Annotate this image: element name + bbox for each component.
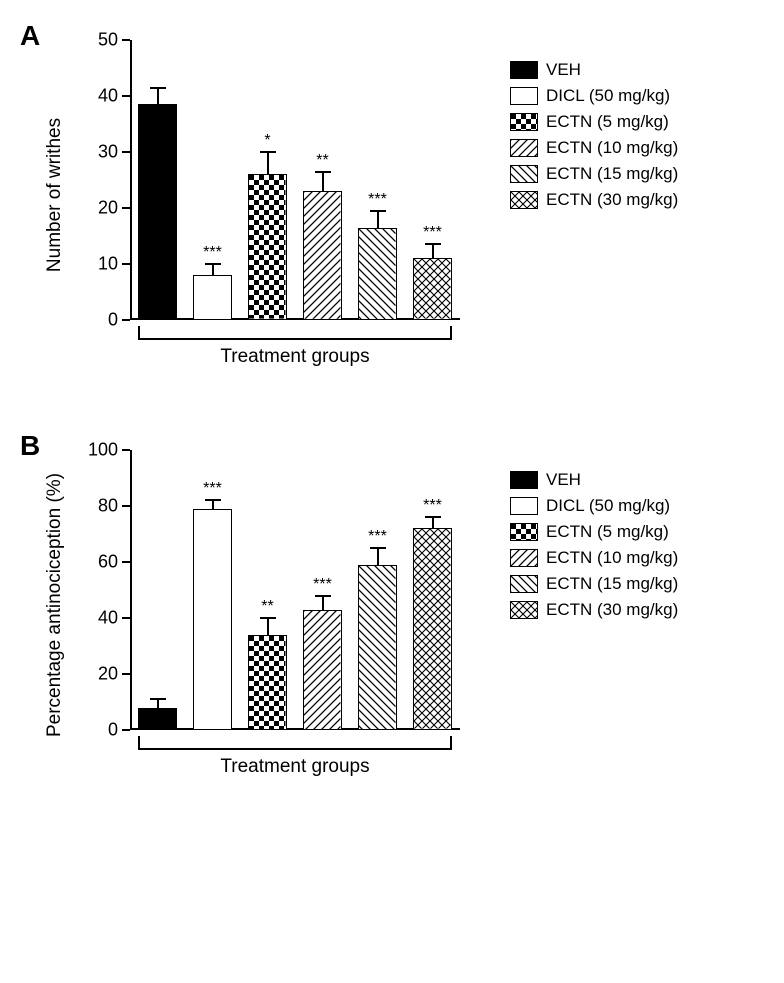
panel-a: A 01020304050************Treatment group…	[20, 20, 764, 370]
legend-item: VEH	[510, 470, 678, 490]
panel-b-label: B	[20, 430, 40, 462]
legend-label: ECTN (15 mg/kg)	[546, 574, 678, 594]
significance-marker: ***	[203, 244, 222, 262]
panel-b: B 020406080100**************Treatment gr…	[20, 430, 764, 780]
legend-item: DICL (50 mg/kg)	[510, 496, 678, 516]
bar	[138, 104, 177, 320]
bar	[358, 565, 397, 730]
legend-label: VEH	[546, 60, 581, 80]
legend-swatch	[510, 523, 538, 541]
legend-swatch	[510, 471, 538, 489]
legend-label: DICL (50 mg/kg)	[546, 496, 670, 516]
legend-item: DICL (50 mg/kg)	[510, 86, 678, 106]
legend-swatch	[510, 497, 538, 515]
significance-marker: ***	[368, 528, 387, 546]
legend-item: VEH	[510, 60, 678, 80]
legend-label: ECTN (15 mg/kg)	[546, 164, 678, 184]
bar	[193, 275, 232, 320]
legend-label: ECTN (30 mg/kg)	[546, 190, 678, 210]
bar	[248, 635, 287, 730]
legend-label: ECTN (10 mg/kg)	[546, 138, 678, 158]
legend-label: VEH	[546, 470, 581, 490]
y-tick-label: 30	[68, 142, 130, 163]
legend-label: ECTN (30 mg/kg)	[546, 600, 678, 620]
panel-a-chart: 01020304050************Treatment groups …	[60, 20, 480, 370]
legend-item: ECTN (5 mg/kg)	[510, 522, 678, 542]
y-tick-label: 50	[68, 30, 130, 51]
legend-item: ECTN (15 mg/kg)	[510, 574, 678, 594]
bar	[138, 708, 177, 730]
bar	[303, 610, 342, 730]
x-axis-title: Treatment groups	[220, 346, 369, 368]
legend-label: ECTN (5 mg/kg)	[546, 112, 669, 132]
significance-marker: ***	[423, 224, 442, 242]
y-tick-label: 40	[68, 608, 130, 629]
significance-marker: *	[264, 132, 270, 150]
legend-swatch	[510, 601, 538, 619]
y-tick-label: 20	[68, 664, 130, 685]
significance-marker: ***	[313, 576, 332, 594]
legend-item: ECTN (5 mg/kg)	[510, 112, 678, 132]
bar	[248, 174, 287, 320]
y-tick-label: 40	[68, 86, 130, 107]
legend-item: ECTN (15 mg/kg)	[510, 164, 678, 184]
legend-swatch	[510, 575, 538, 593]
legend-swatch	[510, 87, 538, 105]
panel-b-chart: 020406080100**************Treatment grou…	[60, 430, 480, 780]
significance-marker: **	[261, 598, 273, 616]
significance-marker: **	[316, 152, 328, 170]
bar	[193, 509, 232, 730]
y-tick-label: 60	[68, 552, 130, 573]
significance-marker: ***	[368, 191, 387, 209]
y-tick-label: 100	[68, 440, 130, 461]
panel-a-label: A	[20, 20, 40, 52]
panel-b-ylabel: Percentage antinociception (%)	[44, 473, 66, 737]
y-tick-label: 20	[68, 198, 130, 219]
y-tick-label: 0	[68, 310, 130, 331]
legend-label: ECTN (10 mg/kg)	[546, 548, 678, 568]
legend-swatch	[510, 549, 538, 567]
legend-swatch	[510, 139, 538, 157]
legend-item: ECTN (10 mg/kg)	[510, 138, 678, 158]
legend-swatch	[510, 165, 538, 183]
y-tick-label: 10	[68, 254, 130, 275]
legend-item: ECTN (10 mg/kg)	[510, 548, 678, 568]
legend-label: DICL (50 mg/kg)	[546, 86, 670, 106]
bar	[358, 228, 397, 320]
panel-a-legend: VEH DICL (50 mg/kg) ECTN (5 mg/kg) ECTN (10…	[510, 60, 678, 216]
legend-swatch	[510, 191, 538, 209]
panel-b-legend: VEH DICL (50 mg/kg) ECTN (5 mg/kg) ECTN (10…	[510, 470, 678, 626]
panel-a-ylabel: Number of writhes	[44, 118, 66, 272]
y-tick-label: 0	[68, 720, 130, 741]
bar	[413, 258, 452, 320]
legend-item: ECTN (30 mg/kg)	[510, 600, 678, 620]
legend-swatch	[510, 113, 538, 131]
bar	[303, 191, 342, 320]
y-tick-label: 80	[68, 496, 130, 517]
legend-swatch	[510, 61, 538, 79]
significance-marker: ***	[203, 480, 222, 498]
significance-marker: ***	[423, 497, 442, 515]
x-axis-title: Treatment groups	[220, 756, 369, 778]
bar	[413, 528, 452, 730]
legend-item: ECTN (30 mg/kg)	[510, 190, 678, 210]
legend-label: ECTN (5 mg/kg)	[546, 522, 669, 542]
